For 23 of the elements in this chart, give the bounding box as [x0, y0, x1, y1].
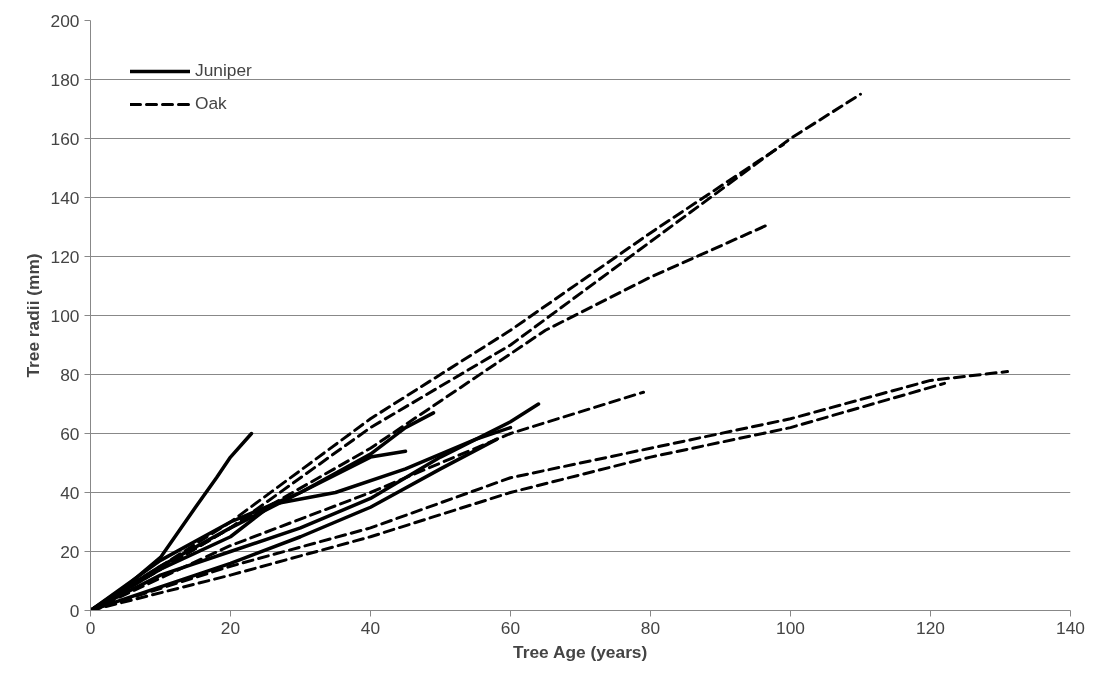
- legend-label: Oak: [195, 93, 227, 114]
- x-tick-label: 60: [500, 617, 521, 638]
- y-tick-label: 200: [50, 10, 80, 31]
- legend-label: Juniper: [195, 60, 252, 81]
- y-tick-label: 60: [60, 423, 80, 444]
- x-tick-label: 140: [1056, 617, 1085, 638]
- x-tick-label: 100: [776, 617, 805, 638]
- x-tick-label: 0: [85, 617, 96, 638]
- y-tick-label: 40: [60, 482, 80, 503]
- x-tick-label: 80: [640, 617, 661, 638]
- y-tick-label: 100: [50, 305, 80, 326]
- x-tick-label: 20: [220, 617, 241, 638]
- y-tick-label: 80: [60, 364, 80, 385]
- y-tick-label: 120: [50, 246, 80, 267]
- y-tick-label: 160: [50, 128, 80, 149]
- x-tick-label: 40: [360, 617, 381, 638]
- x-tick-label: 120: [916, 617, 945, 638]
- y-axis-title: Tree radii (mm): [22, 253, 43, 378]
- y-tick-label: 20: [60, 541, 80, 562]
- y-tick-label: 0: [69, 600, 80, 621]
- y-tick-label: 140: [50, 187, 80, 208]
- y-tick-label: 180: [50, 69, 80, 90]
- x-axis-title: Tree Age (years): [513, 641, 648, 662]
